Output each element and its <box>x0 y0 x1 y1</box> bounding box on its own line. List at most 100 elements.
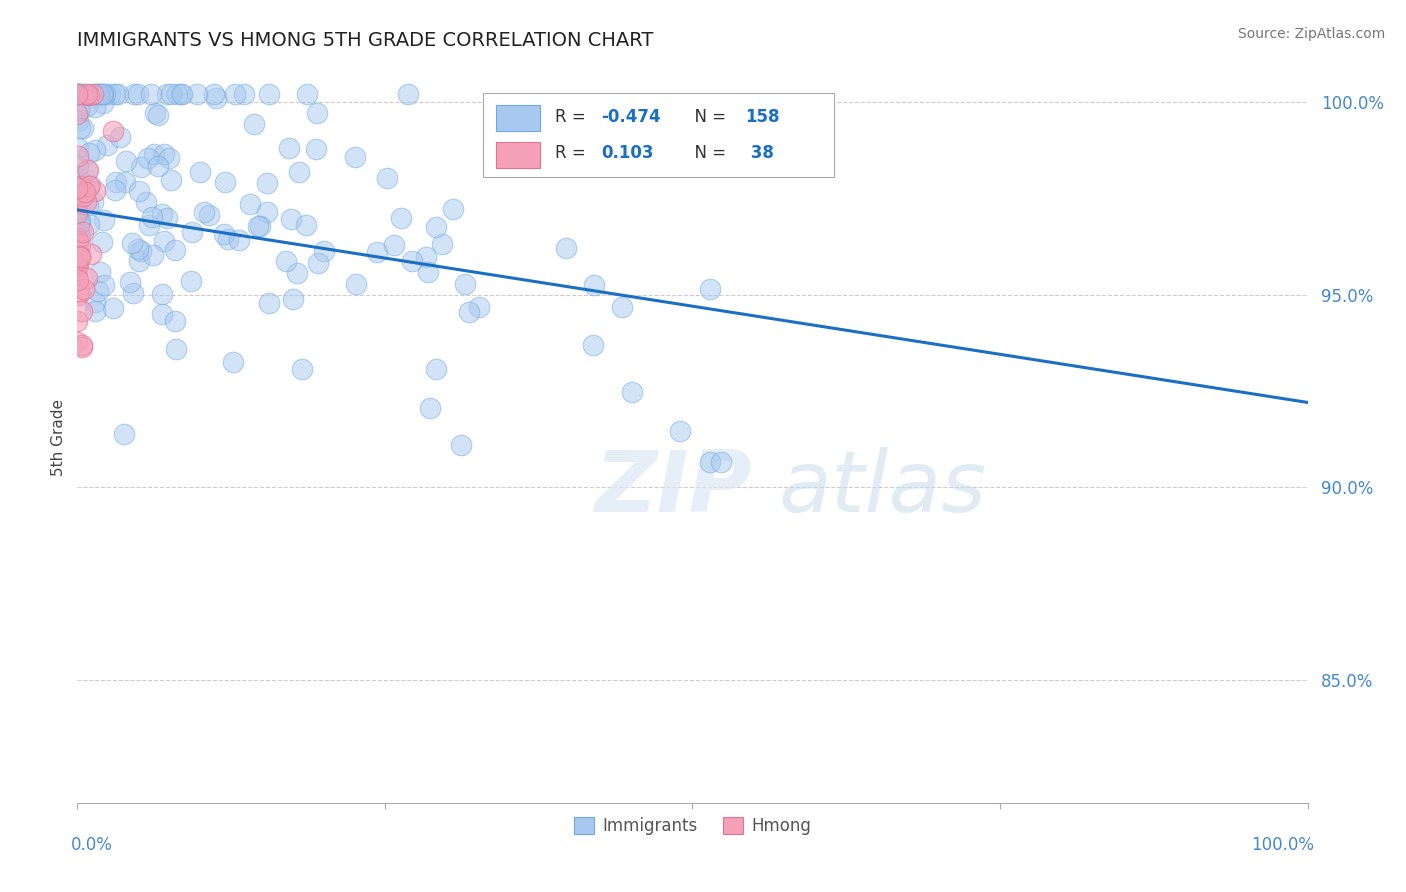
Point <box>468 300 491 314</box>
Point <box>70 338 93 352</box>
Text: -0.474: -0.474 <box>602 108 661 126</box>
Point <box>344 150 367 164</box>
Point <box>232 87 254 102</box>
Point <box>152 147 174 161</box>
Point <box>112 427 135 442</box>
Point <box>246 219 269 233</box>
Point <box>83 304 105 318</box>
Point <box>160 173 183 187</box>
Point <box>77 179 100 194</box>
Point <box>69 121 91 136</box>
Point <box>163 243 186 257</box>
Point <box>228 233 250 247</box>
Point <box>305 106 328 120</box>
Point <box>66 259 89 273</box>
Point <box>214 175 236 189</box>
Point <box>118 275 141 289</box>
Text: 100.0%: 100.0% <box>1251 836 1313 854</box>
Point <box>122 87 145 102</box>
Point <box>142 248 165 262</box>
Point <box>280 212 302 227</box>
Point <box>202 87 225 102</box>
Text: 0.0%: 0.0% <box>72 836 112 854</box>
Point <box>75 185 97 199</box>
Point <box>135 195 157 210</box>
Point <box>108 130 131 145</box>
Point <box>141 211 163 225</box>
Point <box>127 242 149 256</box>
Point <box>239 197 262 211</box>
Point <box>66 259 89 273</box>
Point <box>242 117 264 131</box>
Point <box>66 314 89 328</box>
Point <box>256 176 278 190</box>
Point <box>249 219 271 234</box>
Point <box>419 401 441 416</box>
Point <box>69 249 91 263</box>
Point <box>96 138 118 153</box>
Point <box>82 194 104 209</box>
Point <box>82 87 104 102</box>
Point <box>415 250 437 264</box>
Point <box>84 184 107 198</box>
FancyBboxPatch shape <box>484 94 834 178</box>
Point <box>454 277 477 292</box>
Point <box>67 149 90 163</box>
Point <box>66 257 89 271</box>
Point <box>70 304 93 318</box>
Point <box>582 277 605 292</box>
Point <box>77 163 100 178</box>
Point <box>72 189 94 203</box>
Point <box>143 147 166 161</box>
Point <box>94 87 117 102</box>
Point <box>139 87 162 102</box>
Point <box>66 206 89 220</box>
Point <box>295 218 318 232</box>
Point <box>114 175 136 189</box>
Point <box>77 218 100 232</box>
Point <box>69 250 91 264</box>
Point <box>69 213 91 227</box>
Point <box>84 87 107 102</box>
Point <box>77 87 100 102</box>
Point <box>76 163 98 178</box>
Point <box>104 87 127 102</box>
Point <box>67 87 90 102</box>
Text: Source: ZipAtlas.com: Source: ZipAtlas.com <box>1237 27 1385 41</box>
Text: 158: 158 <box>745 108 780 126</box>
Point <box>276 253 298 268</box>
Point <box>256 205 278 219</box>
Point <box>115 154 138 169</box>
Point <box>66 181 89 195</box>
Point <box>87 87 110 102</box>
Point <box>150 287 173 301</box>
Point <box>285 266 308 280</box>
Point <box>66 288 89 302</box>
Point <box>103 301 125 315</box>
Point <box>91 95 114 110</box>
Point <box>67 87 90 102</box>
Point <box>73 282 96 296</box>
Text: R =: R = <box>555 108 591 126</box>
Point <box>172 87 194 102</box>
Point <box>73 87 96 102</box>
Point <box>76 271 98 285</box>
Point <box>288 164 311 178</box>
Point <box>84 143 107 157</box>
Point <box>458 305 481 319</box>
Point <box>153 234 176 248</box>
Point <box>67 196 90 211</box>
Legend: Immigrants, Hmong: Immigrants, Hmong <box>568 811 817 842</box>
Point <box>156 87 179 102</box>
Point <box>257 87 280 102</box>
Point <box>91 87 114 102</box>
Point <box>366 244 388 259</box>
Point <box>67 284 90 298</box>
Point <box>212 227 235 242</box>
Text: N =: N = <box>683 145 731 162</box>
Point <box>69 216 91 230</box>
Point <box>67 224 90 238</box>
Point <box>86 284 108 298</box>
Point <box>84 100 107 114</box>
Point <box>170 87 193 102</box>
